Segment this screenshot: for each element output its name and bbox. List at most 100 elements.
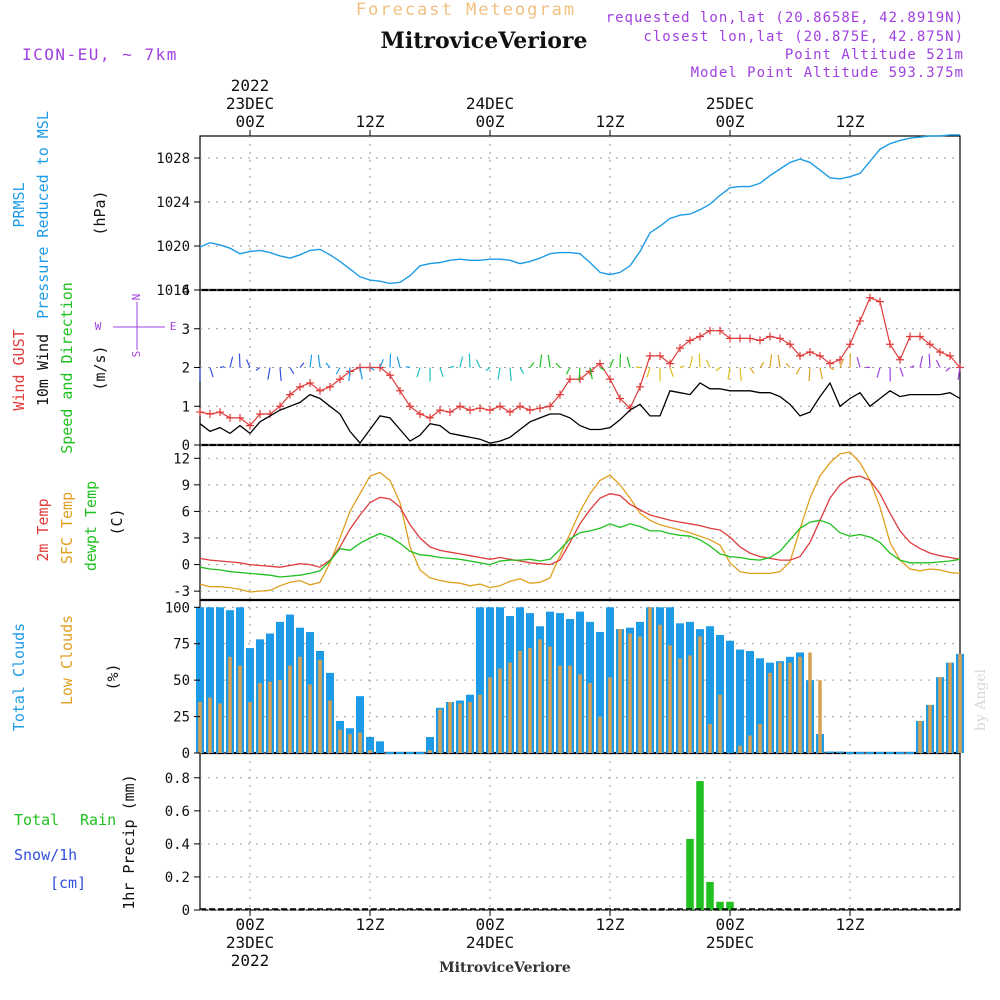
y-tick-label-p5: 0.4 — [165, 837, 190, 853]
wind-direction-arrow — [928, 353, 931, 368]
y-tick-label-p4: 0 — [182, 746, 190, 762]
total-cloud-bar — [706, 626, 714, 753]
y-tick-label-p1: 1024 — [156, 195, 190, 211]
total-cloud-bar — [736, 649, 744, 753]
y-tick-label-p2: 1 — [182, 399, 190, 415]
low-cloud-bar — [718, 694, 722, 753]
gust-point — [416, 410, 424, 418]
gust-point — [576, 375, 584, 384]
wind-direction-arrow — [246, 359, 251, 368]
label-2m-temp: 2m Temp — [34, 498, 52, 561]
gust-point — [596, 359, 604, 368]
low-cloud-bar — [768, 672, 772, 753]
low-cloud-bar — [598, 716, 602, 753]
point-altitude: Point Altitude 521m — [785, 47, 964, 63]
bottom-time-label: 23DEC — [226, 933, 274, 952]
model-altitude: Model Point Altitude 593.375m — [691, 65, 964, 81]
gust-point — [336, 375, 344, 384]
wind-direction-arrow — [599, 366, 605, 371]
top-time-label: 00Z — [476, 112, 505, 131]
bottom-time-label: 2022 — [231, 951, 270, 970]
low-cloud-bar — [438, 709, 442, 753]
low-cloud-bar — [778, 662, 782, 753]
low-cloud-bar — [568, 665, 572, 753]
gust-point — [426, 413, 434, 422]
bottom-time-label: 12Z — [356, 915, 385, 934]
low-cloud-bar — [678, 658, 682, 753]
low-cloud-bar — [428, 750, 432, 753]
y-tick-label-p3: 6 — [182, 504, 190, 520]
y-tick-label-p5: 0.6 — [165, 804, 190, 820]
panel-frame-3 — [199, 444, 961, 601]
low-cloud-bar — [498, 668, 502, 753]
wind-direction-arrow — [919, 356, 924, 368]
dewpoint-line — [199, 519, 961, 578]
gust-point — [196, 408, 204, 417]
y-tick-label-p2: 2 — [182, 361, 190, 377]
wind-direction-arrow — [267, 367, 271, 380]
total-cloud-bar — [426, 736, 434, 753]
y-tick-label-p3: 12 — [173, 451, 190, 467]
gust-point — [736, 334, 744, 343]
low-cloud-bar — [538, 639, 542, 753]
wind-direction-arrow — [519, 367, 525, 374]
wind-direction-arrow — [509, 367, 512, 381]
label-sfc-temp: SFC Temp — [58, 492, 76, 564]
panel1-labels: PRMSL Pressure Reduced to MSL (hPa) — [10, 111, 109, 319]
compass-west: W — [95, 320, 102, 333]
gust-point — [466, 406, 474, 415]
gust-point — [646, 351, 654, 360]
top-time-label: 00Z — [716, 112, 745, 131]
label-precip-mm: 1hr Precip (mm) — [120, 774, 138, 909]
compass-south: S — [130, 351, 143, 358]
wind-direction-arrow — [209, 367, 214, 378]
gust-point — [816, 351, 824, 360]
wind-direction-arrow — [565, 367, 571, 375]
bottom-time-label: 12Z — [596, 915, 625, 934]
low-cloud-bar — [458, 703, 462, 753]
low-cloud-bar — [628, 633, 632, 753]
low-cloud-bar — [758, 723, 762, 753]
model-label: ICON-EU, ~ 7km — [22, 45, 178, 64]
gust-point — [516, 402, 524, 411]
total-cloud-bar — [836, 751, 844, 753]
label-10m-wind: 10m Wind — [34, 334, 52, 406]
panel-frame-1 — [199, 135, 961, 291]
sfc-temp-line — [199, 451, 961, 593]
rain-bar — [716, 901, 724, 910]
low-cloud-bar — [668, 645, 672, 753]
wind-direction-arrow — [396, 356, 401, 368]
total-cloud-bar — [356, 696, 364, 753]
panel5-labels: Total Rain Snow/1h [cm] 1hr Precip (mm) — [14, 774, 138, 909]
wind-direction-arrow — [727, 367, 731, 380]
wind-direction-arrow — [219, 365, 225, 369]
low-cloud-bar — [208, 697, 212, 753]
low-cloud-bar — [578, 674, 582, 753]
gust-point — [306, 379, 314, 387]
watermark: by Angel — [973, 668, 989, 731]
low-cloud-bar — [228, 656, 232, 753]
gust-point — [846, 340, 854, 349]
wind-direction-arrow — [468, 353, 471, 368]
wind-direction-arrow — [808, 367, 811, 382]
low-cloud-bar — [198, 702, 202, 753]
bottom-time-label: 24DEC — [466, 933, 514, 952]
gust-point — [446, 408, 454, 417]
gust-point — [226, 413, 234, 422]
compass-east: E — [170, 320, 177, 333]
bottom-time-label: 25DEC — [706, 933, 754, 952]
location-title: MitroviceVeriore — [381, 28, 588, 54]
wind-direction-arrow — [255, 367, 261, 371]
low-cloud-bar — [798, 656, 802, 753]
wind-direction-arrow — [389, 353, 392, 368]
wind-direction-arrow — [679, 365, 685, 369]
top-time-label: 2022 — [231, 76, 270, 95]
gust-point — [666, 359, 674, 368]
low-cloud-bar — [328, 700, 332, 753]
gust-point — [946, 351, 954, 360]
y-tick-label-p2: 4 — [182, 283, 190, 299]
wind-direction-arrow — [238, 353, 241, 368]
total-cloud-bar — [376, 741, 384, 753]
gust-point — [766, 332, 774, 341]
total-cloud-bar — [366, 736, 374, 753]
